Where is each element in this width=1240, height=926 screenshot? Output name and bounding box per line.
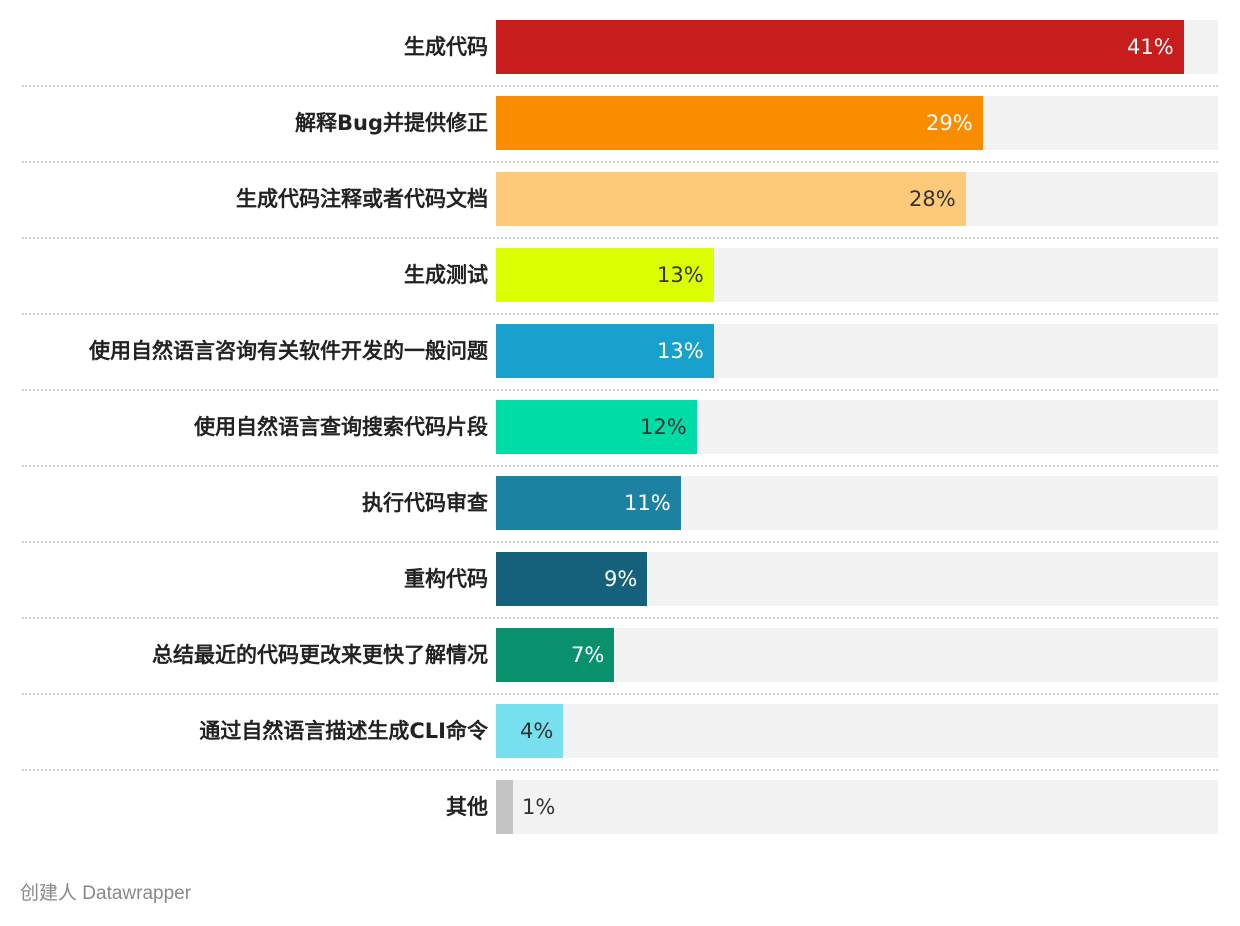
value-label: 41% — [1127, 35, 1174, 59]
value-label: 13% — [657, 339, 704, 363]
bar — [496, 476, 681, 530]
bar — [496, 324, 714, 378]
bar-track: 28% — [496, 172, 1218, 226]
bar-track: 13% — [496, 248, 1218, 302]
value-label: 28% — [909, 187, 956, 211]
value-label: 13% — [657, 263, 704, 287]
category-label: 其他 — [446, 795, 488, 819]
category-label: 总结最近的代码更改来更快了解情况 — [152, 643, 488, 667]
bar-row: 生成测试 13% — [22, 248, 1218, 302]
bar-row: 其他 1% — [22, 780, 1218, 834]
bar-track: 4% — [496, 704, 1218, 758]
category-label: 生成代码 — [404, 35, 488, 59]
bar-track: 7% — [496, 628, 1218, 682]
bar — [496, 20, 1184, 74]
category-label: 使用自然语言查询搜索代码片段 — [194, 415, 488, 439]
value-label: 12% — [640, 415, 687, 439]
bar-row: 生成代码注释或者代码文档 28% — [22, 172, 1218, 226]
value-label: 29% — [926, 111, 973, 135]
value-label: 7% — [571, 643, 605, 667]
bar — [496, 248, 714, 302]
bar — [496, 552, 647, 606]
credit-text: 创建人 Datawrapper — [20, 883, 192, 904]
bar-row: 通过自然语言描述生成CLI命令 4% — [22, 704, 1218, 758]
category-label: 生成测试 — [404, 263, 488, 287]
bar — [496, 172, 966, 226]
category-label: 通过自然语言描述生成CLI命令 — [199, 719, 488, 743]
bar-track: 12% — [496, 400, 1218, 454]
value-label: 11% — [624, 491, 671, 515]
value-label: 9% — [604, 567, 638, 591]
bar — [496, 704, 563, 758]
value-label: 1% — [522, 795, 556, 819]
bar — [496, 780, 513, 834]
row-divider — [22, 693, 1218, 695]
row-divider — [22, 389, 1218, 391]
bar-track: 1% — [496, 780, 1218, 834]
bar-row: 执行代码审查 11% — [22, 476, 1218, 530]
category-label: 生成代码注释或者代码文档 — [236, 187, 488, 211]
row-divider — [22, 237, 1218, 239]
category-label: 执行代码审查 — [362, 491, 488, 515]
row-divider — [22, 465, 1218, 467]
row-divider — [22, 85, 1218, 87]
category-label: 解释Bug并提供修正 — [295, 111, 488, 135]
bar-row: 解释Bug并提供修正 29% — [22, 96, 1218, 150]
bar-row: 生成代码 41% — [22, 20, 1218, 74]
bar — [496, 400, 697, 454]
bar-row: 重构代码 9% — [22, 552, 1218, 606]
category-label: 重构代码 — [404, 567, 488, 591]
category-label: 使用自然语言咨询有关软件开发的一般问题 — [89, 339, 488, 363]
bar-row: 总结最近的代码更改来更快了解情况 7% — [22, 628, 1218, 682]
value-label: 4% — [520, 719, 554, 743]
bar-chart: 生成代码 41% 解释Bug并提供修正 29% 生成代码注释或者代码文档 28% 生成测试 1… — [22, 20, 1218, 834]
row-divider — [22, 541, 1218, 543]
bar-track: 11% — [496, 476, 1218, 530]
bar — [496, 628, 614, 682]
bar-track: 9% — [496, 552, 1218, 606]
bar-track: 13% — [496, 324, 1218, 378]
row-divider — [22, 769, 1218, 771]
bar-row: 使用自然语言咨询有关软件开发的一般问题 13% — [22, 324, 1218, 378]
row-divider — [22, 313, 1218, 315]
row-divider — [22, 617, 1218, 619]
bar — [496, 96, 983, 150]
bar-track: 41% — [496, 20, 1218, 74]
row-divider — [22, 161, 1218, 163]
bar-row: 使用自然语言查询搜索代码片段 12% — [22, 400, 1218, 454]
bar-track: 29% — [496, 96, 1218, 150]
